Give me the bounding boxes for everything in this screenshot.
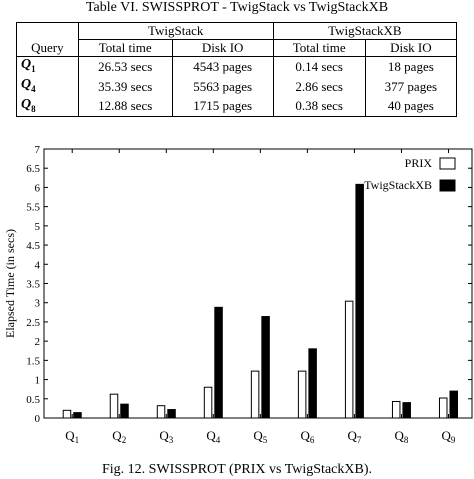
- y-tick-label: 5: [35, 221, 41, 233]
- bar-prix-q6: [297, 370, 307, 419]
- bar-twigstackxb-q3: [167, 409, 176, 419]
- x-tick-label: Q6: [300, 428, 314, 445]
- legend-swatch-twigstackxb: [439, 179, 456, 192]
- y-tick-label: 5.5: [26, 202, 40, 214]
- table-cell: 12.88 secs: [78, 96, 173, 118]
- bar-twigstackxb-q6: [308, 348, 317, 419]
- table-row: Q1 26.53 secs 4543 pages 0.14 secs 18 pa…: [16, 56, 458, 77]
- col-header-disk-io-xb: Disk IO: [365, 39, 458, 57]
- y-tick-label: 4: [35, 259, 41, 271]
- bar-twigstackxb-q7: [355, 183, 364, 419]
- y-tick-label: 0.5: [26, 394, 40, 406]
- group-header-twigstack: TwigStack: [78, 22, 274, 40]
- figure-caption: Fig. 12. SWISSPROT (PRIX vs TwigStackXB)…: [102, 462, 372, 477]
- legend-label-twigstackxb: TwigStackXB: [364, 178, 432, 192]
- y-tick-label: 1: [35, 375, 41, 387]
- query-cell: Q1: [16, 56, 79, 77]
- table-cell: 4543 pages: [172, 56, 274, 77]
- x-tick-label: Q9: [442, 428, 456, 445]
- y-tick-label: 2: [35, 336, 41, 348]
- table-cell: 18 pages: [365, 56, 458, 77]
- table-row: Q8 12.88 secs 1715 pages 0.38 secs 40 pa…: [16, 96, 458, 118]
- x-tick-label: Q3: [159, 428, 173, 445]
- bar-twigstackxb-q1: [73, 412, 82, 419]
- bar-twigstackxb-q4: [214, 306, 223, 419]
- bar-prix-q3: [156, 405, 166, 419]
- table-corner-cell: [16, 22, 79, 40]
- table-cell: 26.53 secs: [78, 56, 173, 77]
- table-cell: 1715 pages: [172, 96, 274, 118]
- query-cell: Q4: [16, 76, 79, 97]
- table-cell: 35.39 secs: [78, 76, 173, 97]
- table-cell: 2.86 secs: [273, 76, 366, 97]
- x-tick-label: Q2: [112, 428, 126, 445]
- bar-twigstackxb-q9: [449, 390, 458, 419]
- bar-twigstackxb-q8: [402, 402, 411, 419]
- table-cell: 0.38 secs: [273, 96, 366, 118]
- y-tick-label: 2.5: [26, 317, 40, 329]
- table-cell: 0.14 secs: [273, 56, 366, 77]
- bar-prix-q8: [391, 400, 401, 419]
- y-tick-label: 6: [35, 182, 41, 194]
- table-cell: 5563 pages: [172, 76, 274, 97]
- x-tick-label: Q7: [347, 428, 361, 445]
- x-tick-label: Q8: [395, 428, 409, 445]
- y-tick-label: 0: [35, 413, 41, 425]
- legend-label-prix: PRIX: [405, 156, 433, 170]
- y-axis-label: Elapsed Time (in secs): [3, 229, 17, 338]
- table-caption: Table VI. SWISSPROT - TwigStack vs TwigS…: [85, 0, 389, 15]
- bar-prix-q7: [344, 300, 354, 419]
- y-tick-label: 7: [35, 144, 41, 156]
- col-header-total-time-xb: Total time: [273, 39, 366, 57]
- bar-twigstackxb-q5: [261, 316, 270, 419]
- y-tick-label: 3.5: [26, 279, 40, 291]
- y-tick-label: 1.5: [26, 355, 40, 367]
- bar-prix-q1: [62, 409, 72, 419]
- y-tick-label: 3: [35, 298, 41, 310]
- table-row: Q4 35.39 secs 5563 pages 2.86 secs 377 p…: [16, 76, 458, 97]
- legend-swatch-prix: [439, 157, 456, 170]
- results-table: TwigStack TwigStackXB Query Total time D…: [16, 22, 458, 118]
- table-cell: 377 pages: [365, 76, 458, 97]
- x-tick-label: Q5: [253, 428, 267, 445]
- x-tick-label: Q4: [206, 428, 220, 445]
- y-tick-label: 4.5: [26, 240, 40, 252]
- bar-prix-q5: [250, 370, 260, 419]
- y-tick-label: 6.5: [26, 163, 40, 175]
- bar-chart: 0 0.5 1 1.5 2 2.5 3 3.5 4 4.5 5 5.5 6 6.5 7 Elapsed Tim…: [3, 144, 473, 445]
- bar-prix-q2: [109, 393, 119, 419]
- col-header-disk-io: Disk IO: [172, 39, 274, 57]
- bar-prix-q4: [203, 386, 213, 419]
- bar-prix-q9: [438, 397, 448, 419]
- col-header-total-time: Total time: [78, 39, 173, 57]
- query-header: Query: [16, 39, 79, 57]
- query-cell: Q8: [16, 96, 79, 118]
- x-tick-label: Q1: [65, 428, 79, 445]
- group-header-twigstackxb: TwigStackXB: [273, 22, 458, 40]
- table-cell: 40 pages: [365, 96, 458, 118]
- bar-twigstackxb-q2: [120, 403, 129, 419]
